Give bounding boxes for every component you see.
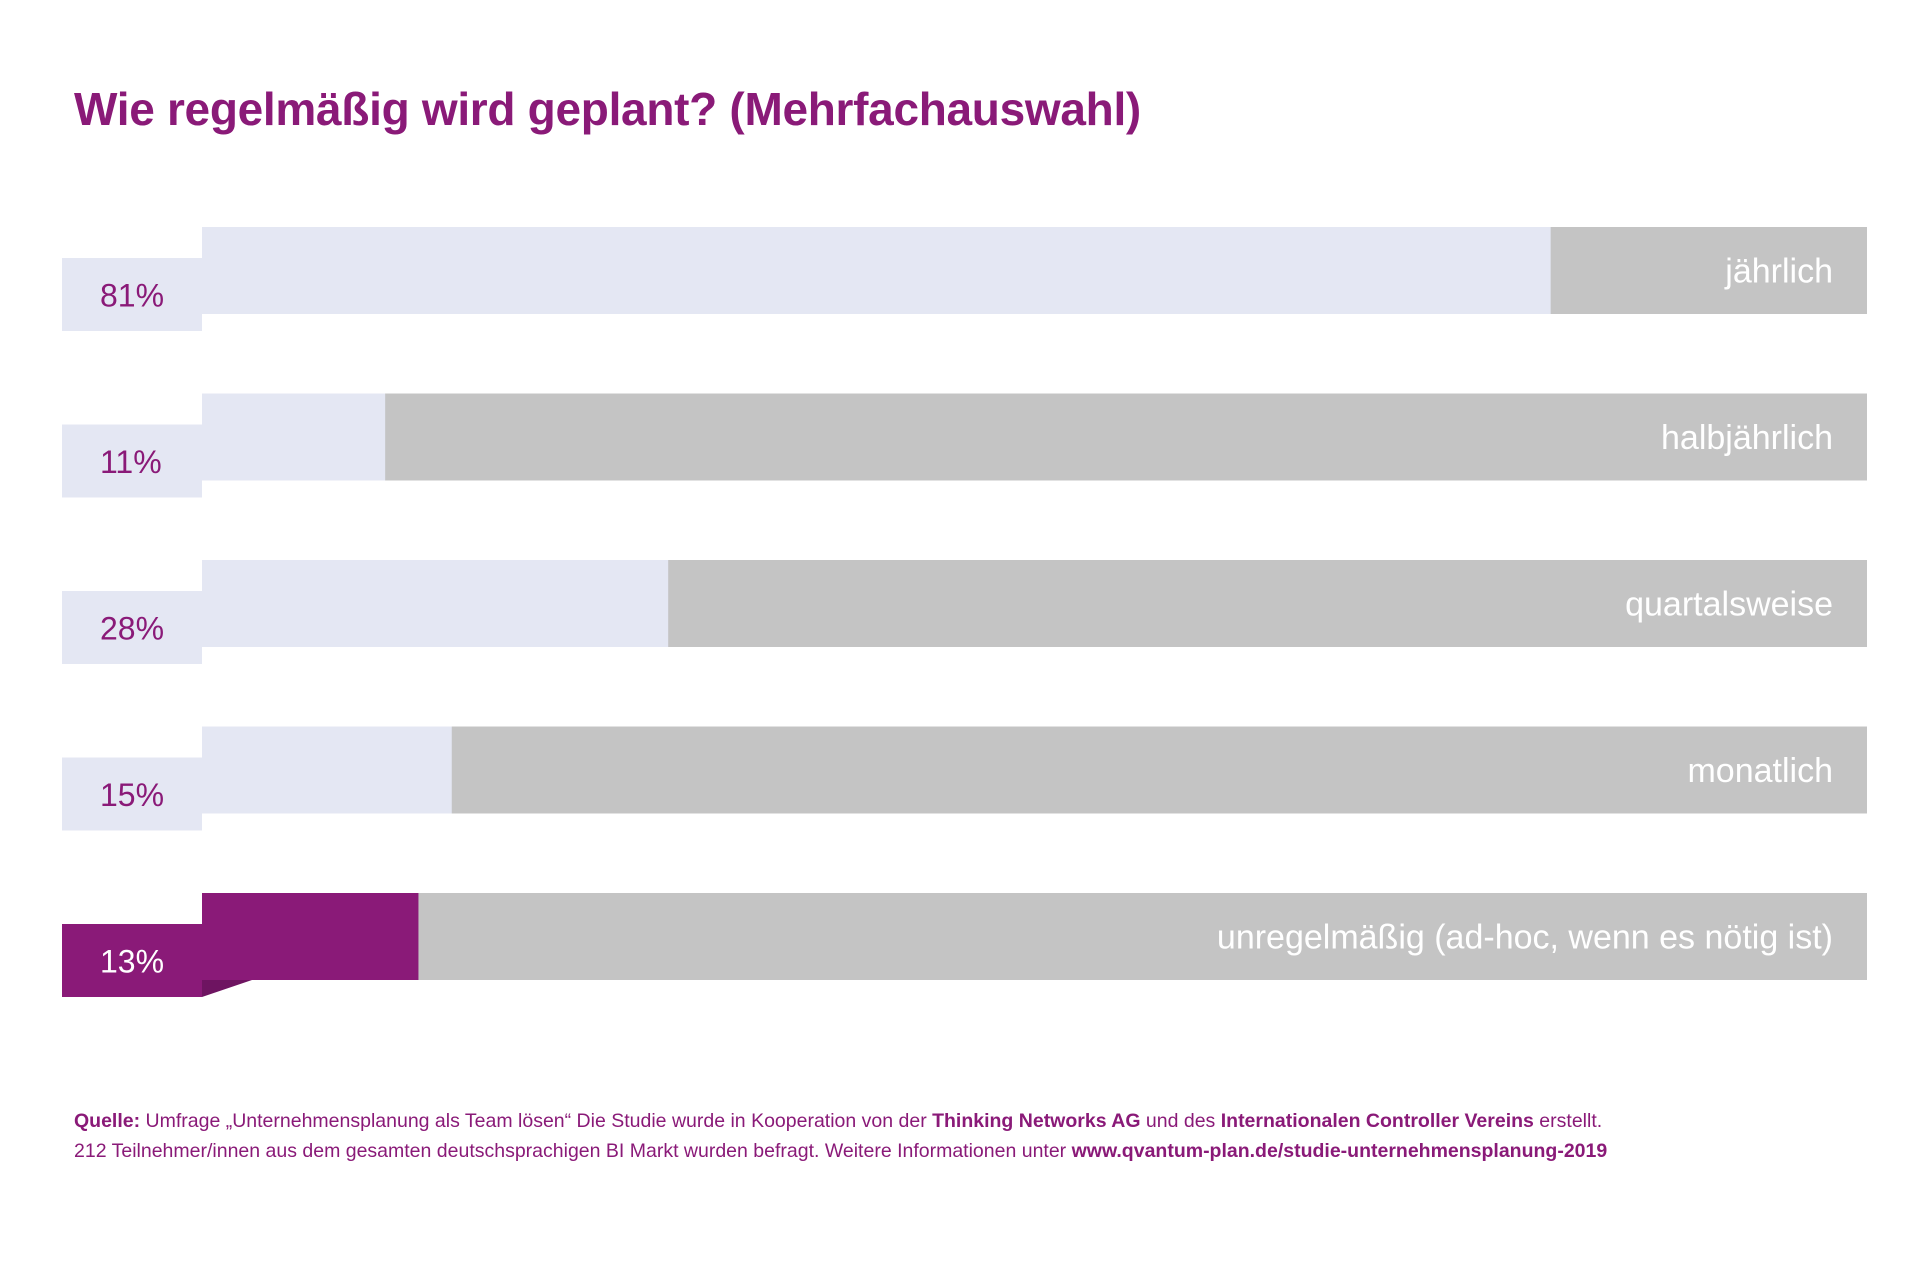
bar-track <box>202 393 1867 481</box>
bar-group: 28% quartalsweise <box>62 560 1867 664</box>
value-label: 28% <box>100 611 164 647</box>
value-tab <box>62 757 202 831</box>
footer-line-2: 212 Teilnehmer/innen aus dem gesamten de… <box>74 1136 1607 1166</box>
footer-text-1b: und des <box>1140 1110 1221 1132</box>
bar-group: 15% monatlich <box>62 726 1867 831</box>
value-tab <box>62 258 202 331</box>
bar-track <box>202 893 1867 980</box>
value-label: 11% <box>100 444 162 480</box>
bar-fill <box>202 893 419 980</box>
value-label: 13% <box>100 944 164 980</box>
category-label: quartalsweise <box>1625 586 1833 624</box>
source-label: Quelle: <box>74 1110 141 1132</box>
value-tab <box>62 591 202 664</box>
org-controller-verein: Internationalen Controller Vereins <box>1220 1110 1534 1132</box>
category-label: halbjährlich <box>1661 419 1833 457</box>
category-label: monatlich <box>1687 752 1833 790</box>
source-footer: Quelle: Umfrage „Unternehmensplanung als… <box>74 1106 1607 1166</box>
org-thinking-networks: Thinking Networks AG <box>932 1110 1141 1132</box>
bar-fill <box>202 726 452 814</box>
bar-fill <box>202 393 386 481</box>
bar-track <box>202 726 1867 814</box>
value-tab <box>62 424 202 498</box>
category-label: jährlich <box>1724 253 1833 291</box>
category-label: unregelmäßig (ad-hoc, wenn es nötig ist) <box>1217 919 1833 957</box>
footer-text-1a: Umfrage „Unternehmensplanung als Team lö… <box>140 1110 933 1132</box>
value-label: 81% <box>100 278 164 314</box>
value-label: 15% <box>100 777 164 813</box>
bar-group: 81% jährlich <box>62 227 1867 331</box>
bar-fill <box>202 227 1551 314</box>
study-link[interactable]: www.qvantum-plan.de/studie-unternehmensp… <box>1071 1140 1608 1162</box>
fold-shadow-dark <box>202 980 252 997</box>
bar-group: 11% halbjährlich <box>62 393 1867 498</box>
footer-text-1c: erstellt. <box>1533 1110 1603 1132</box>
bar-group: 13% unregelmäßig (ad-hoc, wenn es nötig i… <box>62 893 1867 997</box>
bar-fill <box>202 560 669 647</box>
footer-line-1: Quelle: Umfrage „Unternehmensplanung als… <box>74 1106 1607 1136</box>
footer-text-2a: 212 Teilnehmer/innen aus dem gesamten de… <box>74 1140 1072 1162</box>
value-tab <box>62 924 202 997</box>
chart-title: Wie regelmäßig wird geplant? (Mehrfachau… <box>74 83 1141 135</box>
